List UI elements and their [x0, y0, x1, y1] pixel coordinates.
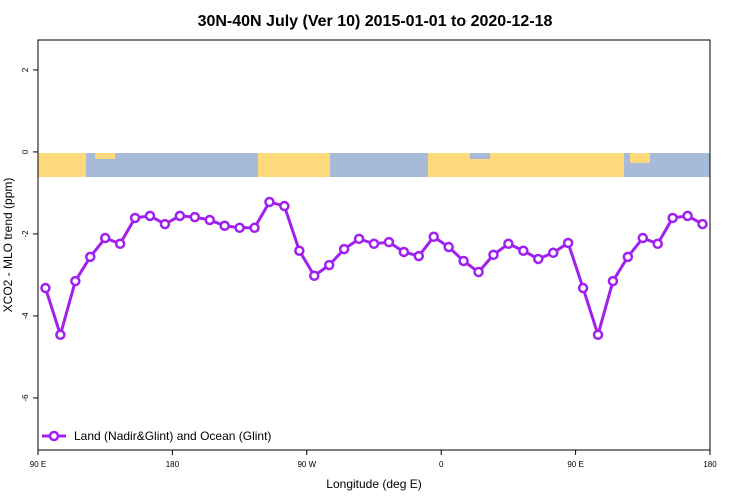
data-point	[279, 200, 290, 212]
y-tick-label: -2	[21, 230, 30, 238]
x-tick-label: 0	[439, 460, 444, 469]
chart-title: 30N-40N July (Ver 10) 2015-01-01 to 2020…	[198, 13, 553, 30]
data-point	[99, 232, 111, 244]
series-line	[44, 200, 704, 341]
data-point	[114, 238, 126, 250]
data-point	[443, 241, 454, 253]
data-point	[323, 259, 335, 271]
x-tick-label: 90 E	[567, 460, 583, 469]
legend-marker	[48, 430, 60, 442]
data-point	[667, 212, 678, 224]
data-point	[294, 245, 305, 256]
y-axis-label: XCO2 - MLO trend (ppm)	[1, 178, 15, 313]
x-tick-label: 180	[166, 460, 180, 469]
data-point	[592, 329, 604, 341]
y-tick-label: 0	[21, 149, 30, 154]
y-tick-label: -6	[21, 394, 30, 402]
data-point	[473, 266, 484, 278]
data-point	[622, 251, 634, 263]
x-tick-label: 90 E	[30, 460, 46, 469]
data-point	[144, 210, 156, 222]
data-point	[533, 253, 544, 265]
data-point	[458, 255, 469, 267]
plot-frame	[37, 39, 711, 451]
data-point	[398, 246, 410, 258]
data-point	[607, 275, 619, 287]
data-point	[353, 233, 365, 245]
data-point	[204, 214, 215, 226]
x-axis-label: Longitude (deg E)	[326, 477, 421, 491]
data-point	[55, 329, 66, 341]
data-point	[547, 247, 559, 259]
data-point	[503, 238, 514, 250]
data-point	[652, 238, 663, 250]
data-point	[309, 270, 320, 281]
legend-label: Land (Nadir&Glint) and Ocean (Glint)	[74, 429, 271, 443]
data-point	[249, 222, 260, 234]
data-point	[488, 249, 499, 261]
data-point	[518, 245, 529, 256]
data-point	[70, 275, 81, 287]
data-point	[697, 218, 708, 230]
data-point	[85, 251, 96, 263]
land-ocean-map	[38, 153, 710, 177]
data-point	[368, 238, 380, 250]
x-tick-label: 90 W	[297, 460, 316, 469]
data-point	[682, 210, 693, 222]
data-point	[189, 211, 201, 223]
x-tick-label: 180	[703, 460, 717, 469]
data-point	[338, 243, 350, 255]
y-tick-label: -4	[21, 312, 30, 320]
data-point	[40, 282, 51, 294]
data-point	[129, 212, 141, 224]
data-point	[413, 250, 425, 262]
data-point	[428, 231, 439, 243]
data-point	[637, 232, 649, 244]
data-point	[577, 282, 589, 294]
data-point	[264, 196, 275, 208]
data-point	[562, 237, 574, 249]
y-tick-label: 2	[21, 67, 30, 72]
data-point	[234, 222, 245, 234]
data-point	[383, 236, 395, 248]
data-point	[174, 210, 186, 222]
data-point	[219, 220, 230, 231]
data-point	[159, 218, 171, 230]
